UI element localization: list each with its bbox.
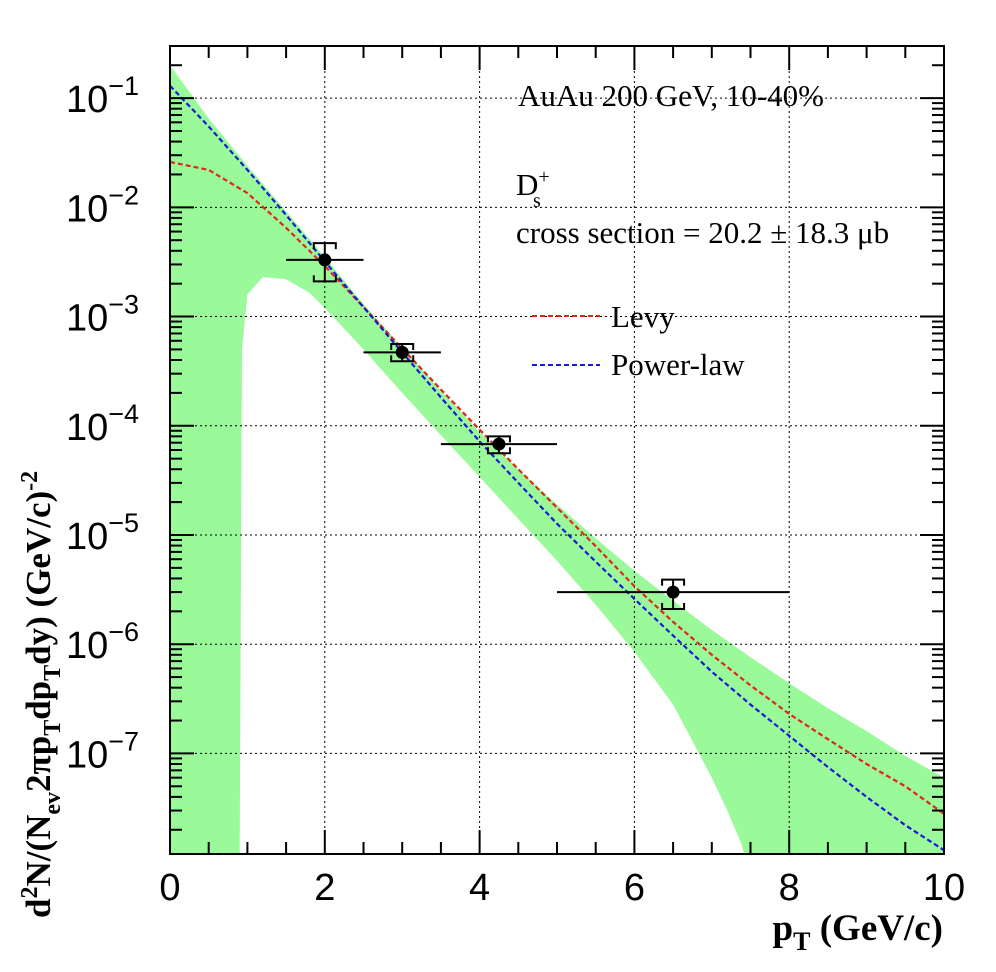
y-tick-label-exponent: −6 bbox=[108, 617, 139, 647]
y-tick-label-exponent: −1 bbox=[108, 71, 139, 101]
y-axis-title: d2N/(Nev2πpTdpTdy) (GeV/c)-2 bbox=[17, 471, 66, 918]
x-tick-label: 10 bbox=[923, 867, 965, 909]
data-point-error-bracket bbox=[661, 603, 686, 611]
x-tick-label: 2 bbox=[314, 867, 335, 909]
collision-system-label: AuAu 200 GeV, 10-40% bbox=[518, 78, 824, 113]
y-tick-label-base: 10 bbox=[66, 79, 108, 121]
x-tick-label: 0 bbox=[159, 867, 180, 909]
y-tick-label: 10−6 bbox=[66, 617, 139, 667]
y-tick-label-base: 10 bbox=[66, 188, 108, 230]
data-point-error-bracket bbox=[661, 578, 686, 586]
x-axis-title: pT (GeV/c) bbox=[773, 908, 943, 956]
legend: Levy Power-law bbox=[532, 299, 745, 382]
data-point-error-bracket bbox=[390, 343, 415, 351]
levy-fit-curve bbox=[170, 160, 944, 815]
y-tick-label-exponent: −4 bbox=[108, 399, 139, 429]
y-tick-label-base: 10 bbox=[66, 734, 108, 776]
y-tick-label: 10−5 bbox=[66, 508, 139, 558]
y-tick-label: 10−7 bbox=[66, 726, 139, 776]
y-tick-label-exponent: −7 bbox=[108, 726, 139, 756]
y-tick-label: 10−2 bbox=[66, 180, 139, 230]
particle-label: D+ s bbox=[516, 166, 550, 212]
data-point-error-bracket bbox=[486, 435, 511, 443]
y-tick-label-base: 10 bbox=[66, 516, 108, 558]
data-point-error-bracket bbox=[390, 355, 415, 363]
data-point-marker bbox=[318, 253, 332, 267]
y-tick-label: 10−4 bbox=[66, 399, 139, 449]
y-tick-label: 10−1 bbox=[66, 71, 139, 121]
grid-layer bbox=[170, 46, 944, 854]
legend-levy-label: Levy bbox=[611, 299, 675, 334]
data-points-layer bbox=[286, 242, 790, 611]
y-tick-label-exponent: −3 bbox=[108, 290, 139, 320]
x-tick-label: 4 bbox=[469, 867, 490, 909]
power-law-fit-curve bbox=[170, 84, 944, 852]
data-point-marker bbox=[666, 585, 680, 599]
y-tick-label-base: 10 bbox=[66, 298, 108, 340]
data-point-marker bbox=[492, 437, 506, 451]
legend-power-law-label: Power-law bbox=[611, 347, 745, 382]
data-point-error-bracket bbox=[312, 242, 337, 250]
y-tick-label-exponent: −5 bbox=[108, 508, 139, 538]
x-tick-label: 6 bbox=[624, 867, 645, 909]
fit-curves-layer bbox=[170, 84, 944, 852]
data-point-error-bracket bbox=[312, 275, 337, 283]
y-tick-label: 10−3 bbox=[66, 290, 139, 340]
uncertainty-band-layer bbox=[170, 65, 944, 854]
uncertainty-band bbox=[170, 65, 944, 854]
data-point-marker bbox=[395, 345, 409, 359]
x-tick-label: 8 bbox=[779, 867, 800, 909]
y-tick-label-base: 10 bbox=[66, 625, 108, 667]
data-point-error-bracket bbox=[486, 447, 511, 455]
y-tick-label-base: 10 bbox=[66, 407, 108, 449]
cross-section-label: cross section = 20.2 ± 18.3 μb bbox=[516, 215, 889, 250]
y-tick-label-exponent: −2 bbox=[108, 180, 139, 210]
